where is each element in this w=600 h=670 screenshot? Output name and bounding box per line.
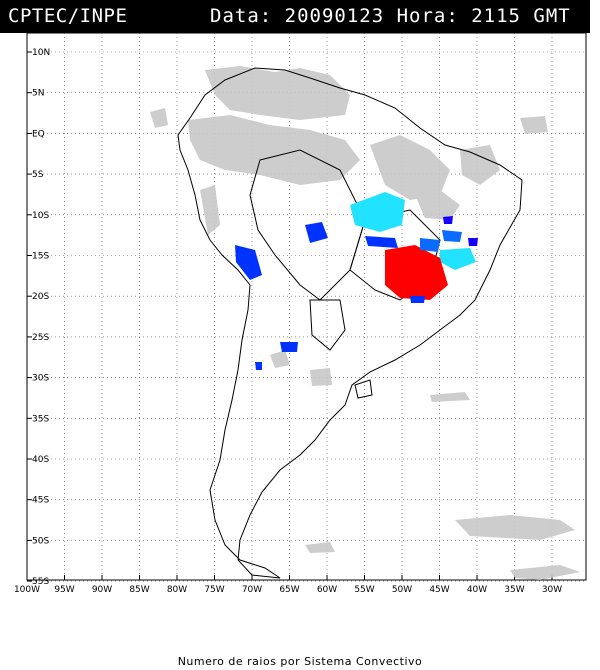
lon-tick-label: 65W xyxy=(279,585,299,595)
lat-tick-label: 35S xyxy=(32,414,49,424)
longitude-labels: 100W 95W 90W 85W 80W 75W 70W 65W 60W 55W 50W 45W 40W… xyxy=(14,585,562,595)
lat-tick-label: 5S xyxy=(32,170,44,180)
cluster-cyan-north xyxy=(350,192,405,232)
cluster-blue-andes xyxy=(235,245,262,280)
lat-tick-label: 15S xyxy=(32,252,49,262)
lon-tick-label: 40W xyxy=(467,585,487,595)
lon-tick-label: 45W xyxy=(429,585,449,595)
cluster-red xyxy=(385,245,448,300)
lightning-map: 10N5NEQ5S10S15S20S25S30S35S40S45S50S55S … xyxy=(14,33,587,595)
lat-tick-label: 5N xyxy=(32,89,44,99)
cluster-blue-central xyxy=(365,236,398,248)
cluster-blue-bolivia xyxy=(305,222,328,243)
cluster-blue-south xyxy=(410,296,425,303)
lat-tick-label: 40S xyxy=(32,455,49,465)
map-grid xyxy=(26,33,586,582)
lon-tick-label: 90W xyxy=(92,585,112,595)
lon-tick-label: 100W xyxy=(14,585,40,595)
lat-tick-label: 30S xyxy=(32,374,49,384)
lon-tick-label: 80W xyxy=(167,585,187,595)
cluster-blue-ba xyxy=(442,230,462,242)
lon-tick-label: 55W xyxy=(354,585,374,595)
lat-tick-label: EQ xyxy=(32,129,45,139)
lon-tick-label: 70W xyxy=(242,585,262,595)
latitude-labels: 10N 5N EQ 5S 10S 15S 20S 25S 30S 35S 40S 45S 50S 55S xyxy=(32,48,50,587)
lon-tick-label: 30W xyxy=(542,585,562,595)
lat-tick-label: 55S xyxy=(32,577,49,587)
lat-tick-label: 50S xyxy=(32,536,49,546)
header-datetime: Data: 20090123 Hora: 2115 GMT xyxy=(210,5,571,27)
lat-tick-label: 10S xyxy=(32,211,49,221)
cluster-blue-mg xyxy=(420,238,440,252)
cluster-blue-small xyxy=(255,362,262,370)
lat-tick-label: 20S xyxy=(32,292,49,302)
lon-tick-label: 50W xyxy=(392,585,412,595)
cloud-cover xyxy=(150,66,580,580)
lon-tick-label: 75W xyxy=(204,585,224,595)
cluster-cyan-east xyxy=(440,248,476,270)
lon-tick-label: 85W xyxy=(129,585,149,595)
cluster-blue-ne xyxy=(443,216,453,224)
lat-tick-label: 45S xyxy=(32,496,49,506)
lat-tick-label: 10N xyxy=(32,48,50,58)
lat-tick-label: 25S xyxy=(32,333,49,343)
cluster-blue-argentina xyxy=(280,342,298,352)
lon-tick-label: 35W xyxy=(504,585,524,595)
lon-tick-label: 95W xyxy=(54,585,74,595)
header-bar: CPTEC/INPE Data: 20090123 Hora: 2115 GMT xyxy=(0,0,590,33)
map-frame xyxy=(26,33,587,581)
header-source: CPTEC/INPE xyxy=(8,5,128,27)
legend-title: Numero de raios por Sistema Convectivo xyxy=(177,655,423,668)
lon-tick-label: 60W xyxy=(317,585,337,595)
cluster-blue-coast xyxy=(468,238,478,246)
lightning-clusters xyxy=(235,192,478,370)
